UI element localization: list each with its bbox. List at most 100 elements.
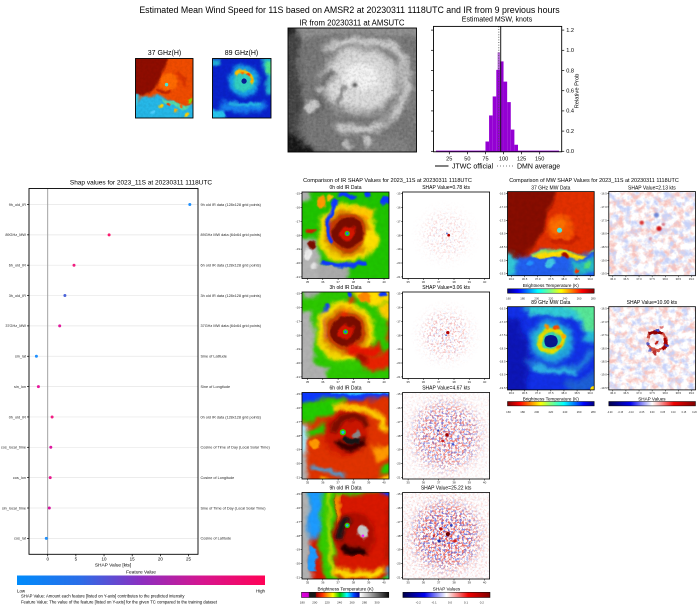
svg-text:37.5: 37.5 bbox=[649, 277, 655, 281]
svg-text:-15: -15 bbox=[296, 492, 301, 496]
svg-text:5: 5 bbox=[75, 557, 78, 562]
svg-text:-16: -16 bbox=[396, 506, 401, 510]
svg-text:-17.0: -17.0 bbox=[499, 205, 506, 209]
svg-text:-0.2: -0.2 bbox=[416, 600, 422, 604]
svg-text:-16: -16 bbox=[296, 406, 301, 410]
svg-text:-20: -20 bbox=[396, 261, 401, 265]
svg-text:0.4: 0.4 bbox=[566, 109, 574, 115]
svg-text:37.5: 37.5 bbox=[548, 277, 554, 281]
svg-text:40: 40 bbox=[382, 380, 386, 384]
svg-text:-16: -16 bbox=[396, 206, 401, 210]
svg-text:39: 39 bbox=[468, 280, 472, 284]
svg-text:-19.0: -19.0 bbox=[600, 258, 607, 262]
svg-text:75: 75 bbox=[482, 157, 488, 163]
svg-text:36.0: 36.0 bbox=[509, 391, 515, 395]
svg-text:36: 36 bbox=[321, 481, 325, 485]
svg-text:300: 300 bbox=[374, 600, 379, 604]
svg-text:39.0: 39.0 bbox=[689, 277, 695, 281]
svg-text:-16: -16 bbox=[296, 506, 301, 510]
svg-text:260: 260 bbox=[577, 410, 582, 414]
svg-text:-19.0: -19.0 bbox=[499, 373, 506, 377]
svg-text:40: 40 bbox=[382, 481, 386, 485]
svg-text:40: 40 bbox=[483, 280, 487, 284]
svg-text:Estimated MSW, knots: Estimated MSW, knots bbox=[462, 17, 533, 24]
svg-text:39: 39 bbox=[367, 280, 371, 284]
svg-text:9h old IR Data: 9h old IR Data bbox=[330, 486, 362, 492]
svg-text:-16.5: -16.5 bbox=[600, 307, 607, 311]
svg-text:Sine of Longitude: Sine of Longitude bbox=[201, 385, 231, 389]
svg-text:-19: -19 bbox=[396, 448, 401, 452]
svg-text:36.0: 36.0 bbox=[509, 277, 515, 281]
svg-text:0.15: 0.15 bbox=[682, 411, 687, 414]
svg-text:36.5: 36.5 bbox=[623, 391, 629, 395]
svg-text:39: 39 bbox=[367, 581, 371, 585]
svg-text:0h_old_IR: 0h_old_IR bbox=[9, 415, 27, 419]
svg-text:150: 150 bbox=[535, 157, 544, 163]
svg-text:36: 36 bbox=[422, 581, 426, 585]
svg-text:0.00: 0.00 bbox=[650, 411, 655, 414]
svg-text:-0.15: -0.15 bbox=[618, 411, 624, 414]
svg-text:Comparison of MW SHAP Values f: Comparison of MW SHAP Values for 2023_11… bbox=[509, 178, 679, 184]
svg-text:-18.5: -18.5 bbox=[499, 360, 506, 364]
svg-text:15: 15 bbox=[130, 557, 136, 562]
svg-text:-19.0: -19.0 bbox=[600, 373, 607, 377]
svg-text:37: 37 bbox=[437, 581, 441, 585]
svg-text:-0.20: -0.20 bbox=[607, 411, 613, 414]
svg-text:1.0: 1.0 bbox=[566, 48, 574, 54]
svg-text:-17.0: -17.0 bbox=[600, 320, 607, 324]
svg-text:Cosine of Longitude: Cosine of Longitude bbox=[201, 476, 235, 480]
svg-text:0.6: 0.6 bbox=[566, 89, 574, 95]
svg-text:Estimated Mean Wind Speed for: Estimated Mean Wind Speed for 11S based … bbox=[139, 5, 560, 15]
svg-text:-19: -19 bbox=[296, 247, 301, 251]
svg-text:Feature Value: The value of th: Feature Value: The value of the feature … bbox=[21, 600, 218, 605]
svg-text:-17: -17 bbox=[396, 520, 401, 524]
svg-text:-20: -20 bbox=[296, 462, 301, 466]
svg-text:180: 180 bbox=[520, 296, 525, 300]
svg-text:35: 35 bbox=[406, 581, 410, 585]
svg-text:6h old IR data (128x128 grid p: 6h old IR data (128x128 grid points) bbox=[201, 264, 262, 268]
svg-text:37.0: 37.0 bbox=[636, 277, 642, 281]
svg-text:-18.5: -18.5 bbox=[499, 245, 506, 249]
svg-text:-17: -17 bbox=[396, 319, 401, 323]
svg-text:280: 280 bbox=[591, 296, 596, 300]
svg-text:200: 200 bbox=[534, 410, 539, 414]
svg-text:-21: -21 bbox=[396, 375, 401, 379]
svg-text:-20: -20 bbox=[296, 261, 301, 265]
svg-text:38: 38 bbox=[352, 280, 356, 284]
svg-text:35: 35 bbox=[306, 380, 310, 384]
svg-text:39.0: 39.0 bbox=[587, 277, 593, 281]
svg-text:260: 260 bbox=[577, 296, 582, 300]
svg-text:JTWC official: JTWC official bbox=[452, 164, 494, 171]
svg-text:9h old IR data (128x128 grid p: 9h old IR data (128x128 grid points) bbox=[201, 203, 262, 207]
svg-text:-21: -21 bbox=[396, 576, 401, 580]
svg-text:Relative Prob: Relative Prob bbox=[575, 74, 581, 109]
svg-text:0.20: 0.20 bbox=[692, 411, 697, 414]
svg-text:38.0: 38.0 bbox=[663, 277, 669, 281]
svg-text:37: 37 bbox=[336, 280, 340, 284]
svg-text:-17.5: -17.5 bbox=[499, 333, 506, 337]
svg-text:SHAP Values: SHAP Values bbox=[638, 397, 666, 402]
svg-text:36.5: 36.5 bbox=[623, 277, 629, 281]
svg-text:SHAP Value=3.06 kts: SHAP Value=3.06 kts bbox=[422, 285, 470, 291]
svg-text:-19.5: -19.5 bbox=[499, 272, 506, 276]
svg-text:37.5: 37.5 bbox=[548, 391, 554, 395]
svg-text:6h_old_IR: 6h_old_IR bbox=[9, 264, 27, 268]
svg-text:Comparison of IR SHAP Values f: Comparison of IR SHAP Values for 2023_11… bbox=[303, 178, 472, 184]
svg-text:-20: -20 bbox=[396, 361, 401, 365]
svg-text:37 GHz MW Data: 37 GHz MW Data bbox=[531, 186, 570, 192]
svg-text:-17.0: -17.0 bbox=[600, 205, 607, 209]
svg-text:-21: -21 bbox=[296, 576, 301, 580]
svg-text:36: 36 bbox=[321, 380, 325, 384]
svg-text:-15: -15 bbox=[396, 192, 401, 196]
svg-text:36.5: 36.5 bbox=[522, 391, 528, 395]
svg-text:-18.0: -18.0 bbox=[600, 232, 607, 236]
svg-text:SHAP Values: SHAP Values bbox=[433, 587, 461, 592]
svg-text:38.0: 38.0 bbox=[561, 391, 567, 395]
svg-text:220: 220 bbox=[549, 410, 554, 414]
svg-text:37.0: 37.0 bbox=[535, 391, 541, 395]
svg-text:89GHz_MW: 89GHz_MW bbox=[5, 233, 26, 237]
svg-text:38.0: 38.0 bbox=[561, 277, 567, 281]
svg-text:-18.0: -18.0 bbox=[600, 346, 607, 350]
svg-text:Feature Value: Feature Value bbox=[126, 569, 156, 575]
svg-text:-15: -15 bbox=[396, 492, 401, 496]
